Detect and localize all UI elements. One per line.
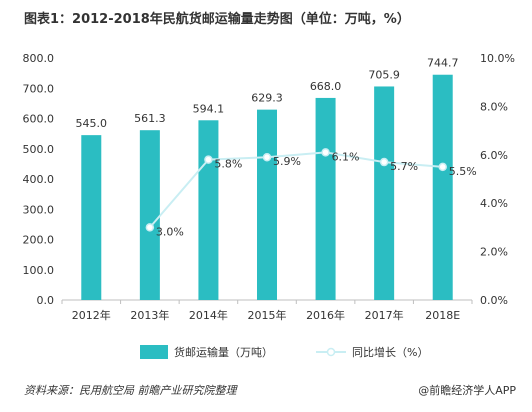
y-left-tick-label: 600.0	[23, 113, 55, 126]
growth-point	[204, 155, 213, 164]
y-left-tick-label: 100.0	[23, 264, 55, 277]
bar-value-label: 629.3	[251, 92, 283, 105]
bar	[374, 86, 395, 301]
x-tick-label: 2018E	[425, 309, 460, 322]
y-right-tick-label: 0.0%	[480, 294, 508, 307]
y-left-tick-label: 200.0	[23, 234, 55, 247]
chart-title: 图表1：2012-2018年民航货邮运输量走势图（单位：万吨，%）	[24, 11, 410, 27]
bar	[81, 135, 102, 300]
growth-line	[149, 151, 443, 229]
x-tick-label: 2012年	[72, 308, 111, 322]
y-left-tick-label: 400.0	[23, 173, 55, 186]
legend: 货邮运输量（万吨） 同比增长（%）	[140, 345, 428, 359]
y-right-tick-label: 10.0%	[480, 52, 515, 65]
legend-bar-label: 货邮运输量（万吨）	[174, 345, 273, 359]
growth-point	[145, 223, 155, 232]
y-left-tick-label: 700.0	[23, 82, 55, 95]
x-tick-label: 2017年	[365, 308, 404, 322]
y-left-tick-label: 800.0	[23, 52, 55, 65]
bar	[432, 74, 453, 301]
x-tick-label: 2016年	[306, 308, 345, 322]
bar-value-label: 545.0	[76, 117, 108, 130]
growth-value-label: 5.8%	[214, 158, 242, 171]
y-right-tick-label: 6.0%	[480, 149, 508, 162]
bar-value-label: 561.3	[134, 112, 166, 125]
legend-line-marker	[326, 347, 336, 357]
y-left-tick-label: 500.0	[23, 143, 55, 156]
x-tick-label: 2015年	[248, 308, 287, 322]
x-tick-label: 2013年	[130, 308, 169, 322]
y-right-tick-label: 8.0%	[480, 100, 508, 113]
plot-area: 0.0 100.0 200.0 300.0 400.0 500.0 600.0 700.0 80…	[23, 52, 515, 322]
y-right-tick-label: 4.0%	[480, 197, 508, 210]
growth-value-label: 6.1%	[332, 150, 360, 163]
source-text: 资料来源：民用航空局 前瞻产业研究院整理	[24, 384, 238, 397]
bar-value-label: 668.0	[310, 80, 342, 93]
footer: 资料来源：民用航空局 前瞻产业研究院整理 @前瞻经济学人APP	[24, 383, 516, 397]
bar-value-label: 744.7	[427, 57, 459, 70]
bar	[257, 109, 277, 300]
growth-value-label: 5.5%	[449, 165, 477, 178]
legend-line-label: 同比增长（%）	[352, 345, 428, 359]
growth-value-label: 5.9%	[273, 155, 301, 168]
growth-value-label: 3.0%	[156, 225, 184, 238]
y-right-tick-label: 2.0%	[480, 246, 508, 259]
bar-value-label: 594.1	[193, 102, 225, 115]
growth-point	[321, 148, 330, 157]
growth-value-label: 5.7%	[390, 160, 418, 173]
bar	[198, 120, 219, 300]
growth-point	[379, 157, 389, 167]
y-left-tick-label: 0.0	[37, 294, 55, 307]
legend-bar-swatch	[140, 345, 168, 359]
brand-text: @前瞻经济学人APP	[418, 383, 516, 397]
growth-point	[438, 162, 447, 172]
growth-point	[262, 152, 272, 162]
bar-value-label: 705.9	[368, 68, 400, 81]
y-left-tick-label: 300.0	[23, 203, 55, 216]
x-tick-label: 2014年	[189, 308, 228, 322]
bar	[139, 130, 160, 300]
bar	[315, 97, 336, 301]
